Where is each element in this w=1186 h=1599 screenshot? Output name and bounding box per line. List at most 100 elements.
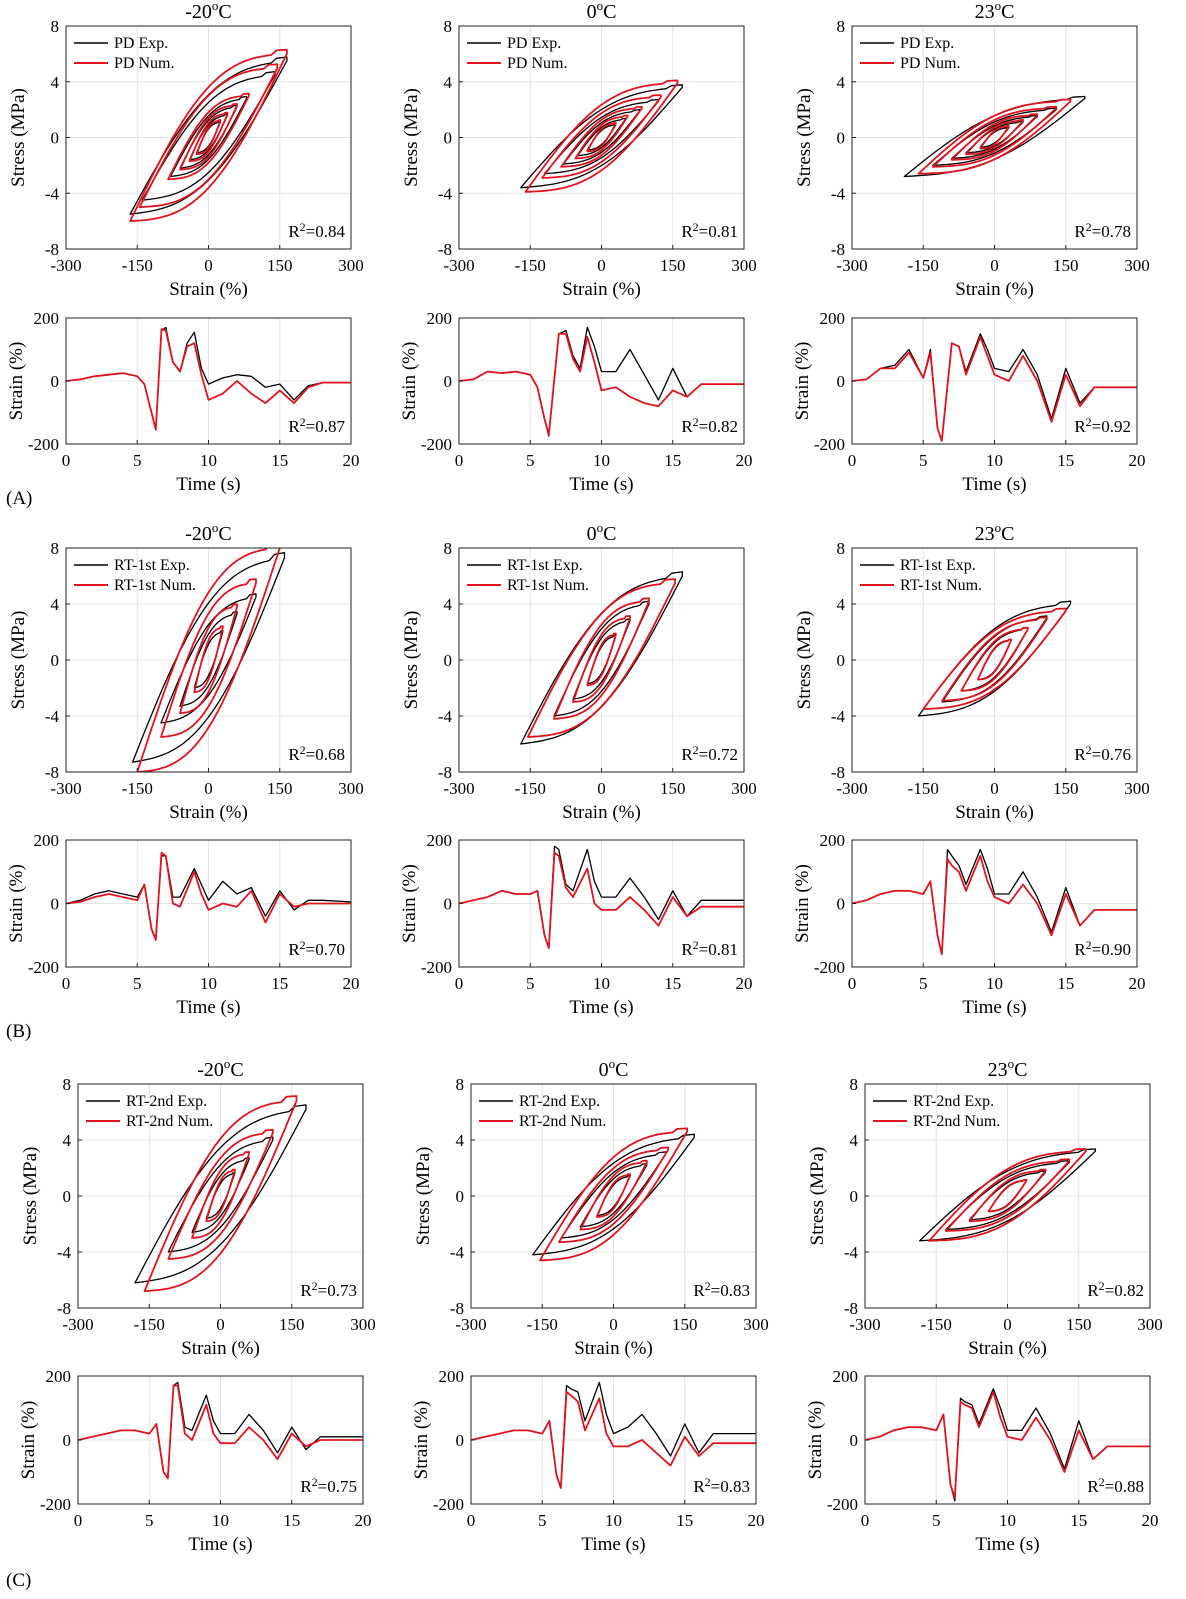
r2-annotation: R2=0.72 xyxy=(681,743,738,764)
r2-annotation: R2=0.68 xyxy=(288,743,345,764)
x-tick-label: 5 xyxy=(133,451,142,470)
y-tick-label: 0 xyxy=(51,895,60,914)
x-tick-label: 150 xyxy=(279,1315,305,1334)
legend-exp-label: PD Exp. xyxy=(507,35,561,52)
plot-area xyxy=(532,1127,695,1262)
y-tick-label: -4 xyxy=(831,707,846,726)
r2-annotation: R2=0.90 xyxy=(1074,938,1131,959)
x-tick-label: 15 xyxy=(676,1511,693,1530)
y-tick-label: 200 xyxy=(820,831,846,850)
y-tick-label: -8 xyxy=(450,1299,464,1318)
y-axis-label: Stress (MPa) xyxy=(794,611,815,710)
y-tick-label: 200 xyxy=(46,1367,72,1386)
series-num-line xyxy=(66,328,351,431)
plot-area xyxy=(459,845,744,949)
x-tick-label: 5 xyxy=(919,451,928,470)
legend-num-label: RT-2nd Num. xyxy=(913,1113,1000,1130)
y-tick-label: 8 xyxy=(456,1075,465,1094)
x-tick-label: 15 xyxy=(664,451,681,470)
legend-exp-label: RT-1st Exp. xyxy=(507,557,583,574)
y-tick-label: 8 xyxy=(444,17,453,36)
x-tick-label: 0 xyxy=(990,256,999,275)
legend-exp-label: RT-2nd Exp. xyxy=(519,1093,600,1110)
x-tick-label: 10 xyxy=(999,1511,1016,1530)
chart-title: 23oC xyxy=(975,0,1015,23)
x-axis-label: Strain (%) xyxy=(169,802,248,823)
x-axis-label: Strain (%) xyxy=(562,802,641,823)
x-tick-label: 0 xyxy=(204,779,213,798)
x-tick-label: 5 xyxy=(932,1511,941,1530)
x-axis-label: Strain (%) xyxy=(181,1338,260,1359)
y-tick-label: -4 xyxy=(45,184,60,203)
y-tick-label: -4 xyxy=(45,707,60,726)
y-axis-label: Strain (%) xyxy=(399,342,420,421)
r2-annotation: R2=0.84 xyxy=(288,220,345,241)
y-axis-label: Stress (MPa) xyxy=(794,88,815,187)
x-axis-label: Strain (%) xyxy=(562,279,641,300)
y-tick-label: 0 xyxy=(837,372,846,391)
x-tick-label: 300 xyxy=(1137,1315,1163,1334)
x-tick-label: 15 xyxy=(283,1511,300,1530)
x-tick-label: -300 xyxy=(50,256,81,275)
x-tick-label: -150 xyxy=(122,779,153,798)
y-tick-label: -200 xyxy=(421,435,452,454)
x-tick-label: 15 xyxy=(271,451,288,470)
plot-area xyxy=(852,333,1137,442)
y-tick-label: -8 xyxy=(438,240,452,259)
plot-area xyxy=(129,48,288,222)
y-tick-label: 0 xyxy=(456,1431,465,1450)
x-tick-label: 0 xyxy=(597,779,606,798)
y-tick-label: 0 xyxy=(456,1187,465,1206)
legend-num-label: RT-2nd Num. xyxy=(126,1113,213,1130)
x-axis-label: Time (s) xyxy=(962,474,1026,495)
x-tick-label: 150 xyxy=(267,779,293,798)
chart-title: 0oC xyxy=(587,0,617,23)
r2-annotation: R2=0.82 xyxy=(1087,1279,1144,1300)
x-axis-label: Time (s) xyxy=(569,474,633,495)
x-tick-label: -150 xyxy=(921,1315,952,1334)
y-axis-label: Stress (MPa) xyxy=(8,611,29,710)
legend-num-label: PD Num. xyxy=(900,55,960,72)
x-tick-label: -300 xyxy=(836,256,867,275)
x-tick-label: 0 xyxy=(990,779,999,798)
x-axis-label: Time (s) xyxy=(176,997,240,1018)
r2-annotation: R2=0.76 xyxy=(1074,743,1131,764)
series-num-line xyxy=(78,1384,363,1480)
legend-num-label: PD Num. xyxy=(114,55,174,72)
r2-annotation: R2=0.87 xyxy=(288,415,345,436)
y-tick-label: 8 xyxy=(444,539,453,558)
y-tick-label: -4 xyxy=(831,184,846,203)
r2-annotation: R2=0.70 xyxy=(288,938,345,959)
y-tick-label: 200 xyxy=(34,309,60,328)
series-num-line xyxy=(136,548,281,772)
x-tick-label: -300 xyxy=(443,779,474,798)
x-tick-label: 150 xyxy=(672,1315,698,1334)
x-tick-label: 300 xyxy=(1124,256,1150,275)
x-tick-label: 0 xyxy=(74,1511,83,1530)
y-tick-label: -4 xyxy=(438,184,453,203)
x-tick-label: 0 xyxy=(848,974,857,993)
chart-panel-8: -300 -150 0 150 300 -8 -4 0 4 8 Strain (%) Stress (… xyxy=(794,520,1150,823)
x-tick-label: 0 xyxy=(204,256,213,275)
series-exp-line xyxy=(852,333,1137,442)
y-axis-label: Strain (%) xyxy=(792,342,813,421)
y-axis-label: Strain (%) xyxy=(399,864,420,943)
legend-num-label: RT-1st Num. xyxy=(507,577,589,594)
y-axis-label: Strain (%) xyxy=(805,1401,826,1480)
legend-exp-label: PD Exp. xyxy=(900,35,954,52)
y-tick-label: -200 xyxy=(827,1495,858,1514)
series-num-line xyxy=(524,79,679,193)
y-tick-label: 200 xyxy=(34,831,60,850)
y-tick-label: -200 xyxy=(28,958,59,977)
x-tick-label: 300 xyxy=(338,779,364,798)
plot-area xyxy=(471,1381,756,1489)
plot-area xyxy=(918,1148,1097,1242)
y-tick-label: -8 xyxy=(45,240,59,259)
y-tick-label: 0 xyxy=(444,372,453,391)
x-axis-label: Strain (%) xyxy=(169,279,248,300)
series-exp-line xyxy=(66,855,351,940)
